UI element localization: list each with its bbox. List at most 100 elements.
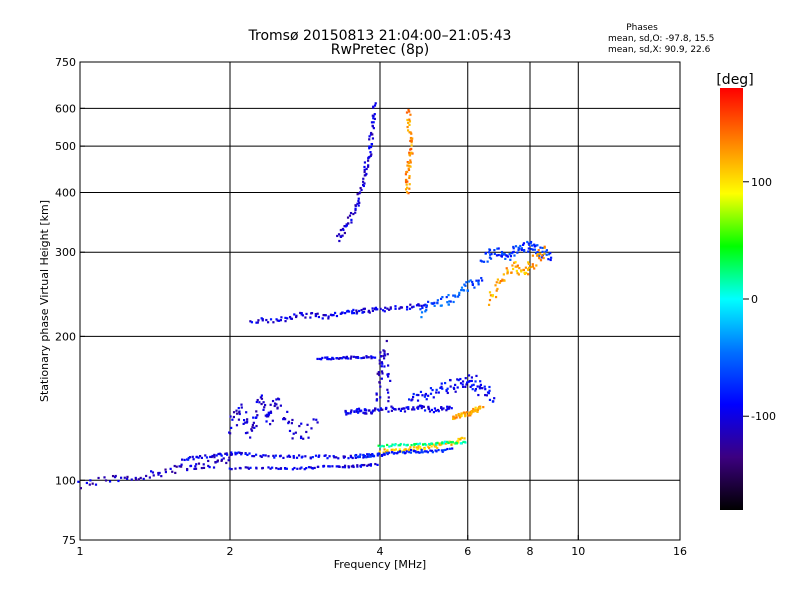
data-point	[415, 451, 418, 454]
y-tick-label: 75	[62, 534, 76, 547]
data-point	[369, 455, 372, 458]
x-tick-label: 4	[377, 545, 384, 558]
data-point	[283, 467, 287, 470]
data-point	[460, 412, 463, 415]
data-point	[249, 436, 252, 439]
data-point	[371, 453, 374, 456]
data-point	[511, 264, 514, 267]
data-point	[230, 451, 233, 454]
chart-subtitle: RwPretec (8p)	[331, 42, 429, 58]
data-point	[403, 448, 406, 451]
data-point	[327, 357, 331, 361]
data-point	[386, 450, 389, 453]
data-point	[494, 295, 498, 299]
data-point	[296, 467, 299, 470]
data-point	[441, 442, 444, 445]
data-point	[333, 311, 337, 315]
data-point	[424, 394, 427, 397]
data-point	[487, 251, 491, 254]
y-tick-label: 400	[55, 186, 76, 199]
data-point	[514, 265, 517, 268]
data-point	[495, 289, 498, 292]
data-point	[539, 259, 543, 262]
data-point	[383, 352, 386, 355]
data-point	[295, 314, 298, 317]
data-point	[365, 456, 368, 459]
data-point	[269, 318, 273, 321]
data-point	[348, 214, 352, 217]
data-point	[512, 247, 515, 250]
data-point	[285, 467, 288, 470]
data-point	[415, 446, 418, 449]
data-point	[355, 311, 359, 314]
data-point	[305, 312, 308, 316]
data-point	[369, 464, 372, 467]
data-point	[383, 453, 386, 456]
data-point	[409, 448, 413, 452]
data-point	[350, 455, 353, 459]
data-point	[371, 124, 374, 127]
data-point	[244, 421, 247, 424]
data-point	[347, 457, 350, 460]
data-point	[407, 407, 410, 411]
data-point	[493, 249, 496, 252]
data-point	[300, 422, 303, 425]
data-point	[246, 453, 249, 457]
data-point	[164, 468, 167, 471]
data-point	[300, 313, 303, 316]
data-point	[474, 387, 478, 391]
data-point	[517, 248, 520, 252]
data-point	[527, 262, 530, 266]
data-point	[220, 458, 223, 461]
data-point	[369, 133, 373, 136]
data-point	[273, 404, 276, 408]
data-point	[376, 454, 379, 457]
y-tick-label: 500	[55, 140, 76, 153]
data-point	[351, 312, 354, 315]
data-point	[299, 467, 302, 470]
data-point	[406, 305, 409, 309]
data-point	[94, 483, 98, 486]
data-point	[412, 446, 416, 449]
data-point	[352, 465, 355, 469]
data-point	[207, 464, 210, 468]
data-point	[527, 247, 530, 250]
data-point	[261, 467, 264, 470]
data-point	[404, 188, 408, 191]
data-point	[269, 403, 272, 406]
data-point	[463, 437, 466, 440]
data-point	[257, 319, 260, 322]
data-point	[362, 177, 365, 180]
data-point	[482, 260, 486, 263]
data-point	[346, 216, 350, 219]
data-point	[314, 312, 317, 316]
data-point	[458, 293, 461, 296]
data-point	[442, 442, 446, 445]
data-point	[225, 452, 228, 455]
data-point	[220, 454, 223, 457]
stats-line-x: mean, sd,X: 90.9, 22.6	[608, 45, 711, 55]
data-point	[383, 310, 386, 313]
data-point	[428, 443, 431, 446]
data-point	[457, 441, 460, 444]
data-point	[267, 466, 270, 469]
data-point	[530, 244, 534, 247]
data-point	[424, 310, 427, 313]
data-point	[447, 441, 450, 445]
data-point	[531, 265, 535, 268]
data-point	[479, 405, 482, 408]
data-point	[523, 249, 526, 252]
data-point	[528, 243, 531, 246]
data-point	[390, 405, 393, 408]
data-point	[486, 391, 490, 394]
data-point	[520, 270, 523, 273]
data-point	[530, 247, 533, 251]
data-point	[369, 145, 373, 149]
data-point	[363, 161, 367, 164]
data-point	[237, 451, 240, 454]
data-point	[287, 420, 291, 423]
data-point	[410, 132, 413, 135]
data-point	[452, 294, 455, 297]
data-point	[455, 414, 458, 417]
data-point	[282, 456, 285, 460]
